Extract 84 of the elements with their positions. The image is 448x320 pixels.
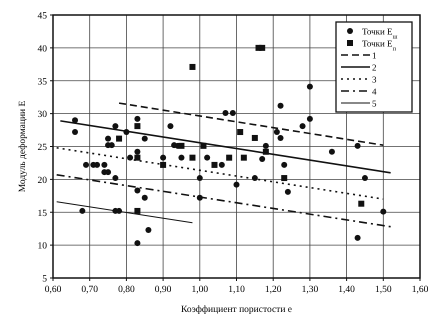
x-tick-label: 1,10 [228, 285, 246, 295]
point [101, 162, 108, 168]
point [274, 129, 280, 136]
point [362, 175, 368, 182]
x-tick-label: 0,90 [154, 285, 172, 295]
y-tick-label: 35 [38, 77, 48, 88]
point [234, 182, 240, 188]
point [281, 175, 288, 182]
point [142, 136, 148, 142]
point [142, 194, 148, 201]
legend-label: 4 [372, 86, 377, 96]
x-tick-label: 1,40 [338, 285, 356, 295]
y-tick-label: 25 [38, 143, 48, 153]
y-tick-label: 30 [38, 110, 48, 120]
y-tick-label: 15 [38, 208, 48, 219]
x-tick-label: 1,20 [264, 285, 282, 295]
point [262, 142, 269, 149]
point [134, 154, 140, 161]
legend-label: 2 [372, 62, 376, 72]
point [134, 148, 140, 155]
y-tick-label: 20 [38, 176, 48, 186]
point [112, 123, 118, 130]
point [116, 136, 122, 142]
y-tick-label: 10 [38, 242, 48, 252]
point [306, 116, 313, 122]
point [240, 154, 247, 161]
x-tick-label: 0,60 [44, 285, 62, 295]
x-tick-label: 1,30 [302, 285, 318, 295]
y-tick-label: 40 [38, 44, 48, 54]
x-tick-label: 0,80 [118, 285, 135, 295]
legend-label: Точки E$_{ш}$ [362, 26, 398, 40]
point [189, 64, 196, 70]
point [211, 162, 218, 168]
legend-label: 1 [372, 50, 376, 60]
point [112, 175, 118, 182]
point [358, 200, 364, 207]
point [354, 234, 361, 241]
point [189, 154, 196, 161]
point [105, 136, 112, 142]
x-tick-label: 1,00 [191, 285, 208, 295]
legend-label: Точки E$_{п}$ [362, 38, 397, 52]
point [278, 134, 284, 141]
point [134, 208, 140, 214]
point [145, 227, 152, 234]
x-tick-label: 0,70 [81, 285, 98, 295]
point [178, 154, 184, 161]
point [72, 117, 78, 124]
legend-label: 5 [372, 98, 377, 108]
point [226, 154, 232, 161]
y-tick-label: 45 [38, 12, 48, 22]
point [83, 162, 90, 168]
point [160, 154, 166, 161]
point [259, 44, 266, 51]
point [380, 208, 386, 215]
point [278, 102, 284, 109]
point [134, 240, 140, 246]
point [328, 148, 335, 155]
point [196, 175, 203, 182]
point [230, 110, 236, 116]
point [284, 188, 291, 195]
point [252, 134, 258, 141]
y-axis-title: Модуль деформации E [18, 100, 28, 192]
legend-label: 3 [372, 74, 377, 84]
point [79, 208, 86, 214]
point [160, 162, 166, 168]
x-tick-label: 1,50 [374, 285, 392, 295]
x-axis-title: Коэффициент пористости e [180, 305, 292, 315]
point [134, 116, 140, 122]
point [306, 84, 313, 90]
x-tick-label: 1,60 [412, 285, 429, 295]
point [281, 162, 288, 168]
point [300, 123, 306, 130]
point [72, 129, 78, 136]
point [237, 129, 244, 136]
point [259, 156, 266, 162]
point [178, 142, 184, 149]
point [134, 188, 140, 194]
point [222, 110, 228, 116]
point [204, 154, 210, 161]
point [167, 123, 174, 130]
point [134, 123, 140, 130]
point [218, 162, 225, 168]
y-tick-label: 5 [42, 274, 48, 284]
point [354, 142, 361, 149]
